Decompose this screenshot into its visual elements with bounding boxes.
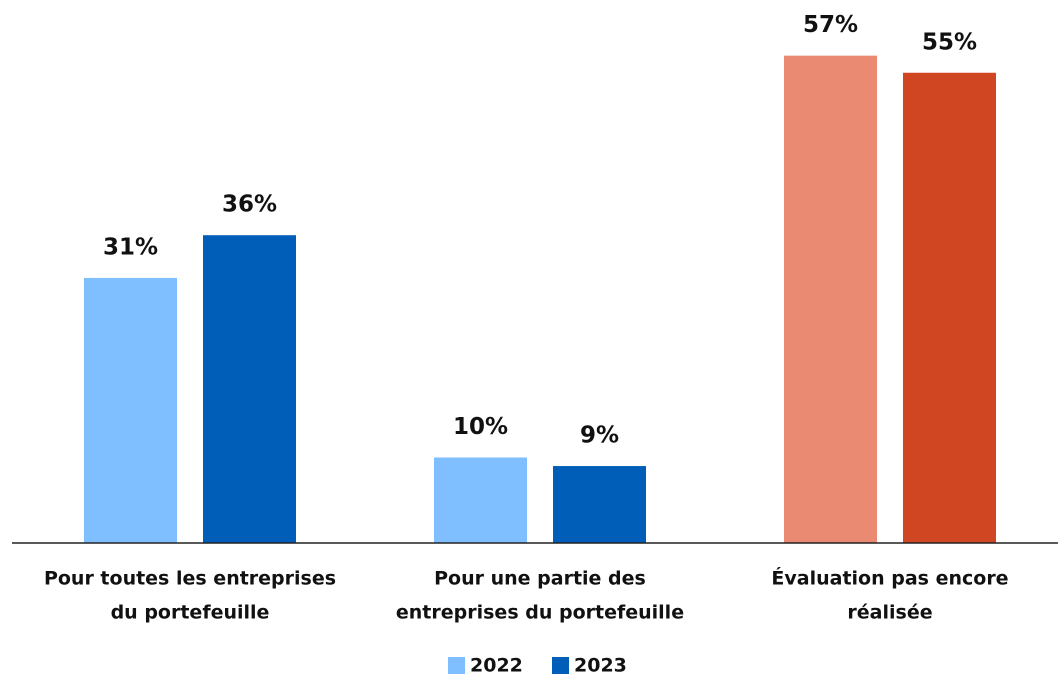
- data-label: 55%: [922, 29, 977, 55]
- legend-swatch: [552, 657, 569, 674]
- bar: [434, 457, 527, 543]
- x-tick-label: Pour une partie des: [434, 568, 646, 590]
- data-label: 36%: [222, 192, 277, 218]
- x-tick-label: entreprises du portefeuille: [396, 602, 684, 624]
- bar: [84, 277, 177, 543]
- x-tick-label: Pour toutes les entreprises: [44, 568, 336, 590]
- bar: [903, 72, 996, 543]
- x-tick-label: Évaluation pas encore: [771, 567, 1008, 590]
- data-label: 57%: [803, 12, 858, 38]
- data-label: 10%: [453, 414, 508, 440]
- legend-label: 2023: [574, 655, 627, 677]
- legend-label: 2022: [470, 655, 523, 677]
- data-label: 31%: [103, 234, 158, 260]
- data-label: 9%: [580, 423, 619, 449]
- bar: [553, 466, 646, 543]
- legend-swatch: [448, 657, 465, 674]
- x-tick-label: réalisée: [847, 602, 932, 624]
- x-tick-label: du portefeuille: [111, 602, 270, 624]
- bar: [784, 55, 877, 544]
- bar: [203, 235, 296, 543]
